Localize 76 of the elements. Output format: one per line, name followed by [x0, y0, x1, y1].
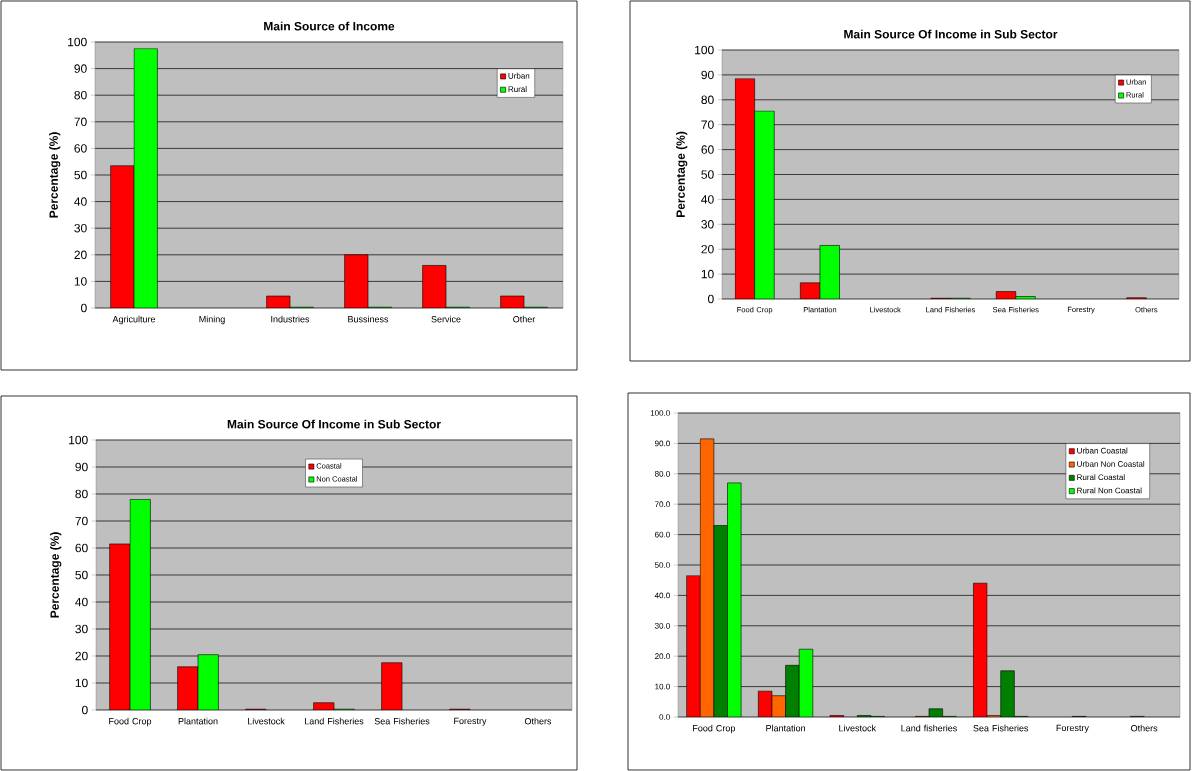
y-tick-label: 70	[74, 117, 87, 127]
legend-label: Urban Coastal	[1077, 447, 1128, 454]
y-tick-label: 30	[75, 624, 88, 634]
x-tick-label: Forestry	[1056, 724, 1089, 733]
y-tick-label: 10	[701, 269, 714, 279]
x-tick-label: Others	[524, 717, 552, 725]
legend-label: Rural Non Coastal	[1077, 487, 1142, 494]
x-tick-label: Agriculture	[112, 315, 156, 325]
y-tick-label: 10.0	[655, 683, 670, 690]
x-tick-label: Mining	[199, 315, 225, 325]
x-tick-label: Livestock	[247, 717, 285, 725]
y-tick-label: 40	[74, 197, 87, 206]
y-tick-label: 80.0	[654, 470, 670, 477]
y-tick-label: 90	[701, 70, 714, 80]
y-tick-label: 0	[82, 705, 88, 715]
y-tick-label: 100	[695, 45, 714, 55]
y-axis-title: Percentage (%)	[50, 532, 62, 618]
y-tick-label: 60	[701, 145, 714, 154]
y-tick-label: 50	[74, 170, 87, 180]
x-tick-label: Land Fisheries	[304, 717, 364, 725]
y-tick-label: 90	[74, 64, 87, 73]
y-tick-label: 100	[69, 435, 88, 445]
y-tick-label: 70.0	[655, 501, 670, 508]
chart-title: Main Source Of Income in Sub Sector	[227, 419, 441, 429]
x-tick-label: Livestock	[839, 724, 877, 732]
y-tick-label: 50.0	[654, 562, 670, 568]
x-tick-label: Sea Fisheries	[374, 717, 430, 725]
y-tick-label: 60	[75, 543, 88, 553]
y-tick-label: 50	[75, 570, 88, 580]
y-tick-label: 100.0	[650, 410, 670, 416]
y-tick-label: 40	[701, 195, 714, 204]
y-tick-label: 60.0	[655, 531, 670, 538]
x-tick-label: Industries	[271, 315, 310, 323]
x-tick-label: Service	[431, 315, 461, 323]
y-axis-title: Percentage (%)	[49, 132, 61, 218]
legend-label: Rural Coastal	[1077, 474, 1125, 481]
y-axis-title: Percentage (%)	[676, 131, 688, 218]
x-tick-label: Others	[1131, 724, 1158, 732]
x-tick-label: Forestry	[454, 717, 487, 726]
y-tick-label: 30	[701, 220, 714, 229]
y-tick-label: 30.0	[654, 622, 670, 629]
y-tick-label: 100	[68, 37, 87, 47]
y-tick-label: 60	[74, 144, 87, 153]
y-tick-label: 20	[74, 250, 87, 260]
x-tick-label: Plantation	[766, 724, 805, 732]
y-tick-label: 50	[701, 170, 714, 179]
y-tick-label: 80	[74, 90, 87, 100]
y-tick-label: 70	[701, 120, 714, 129]
y-tick-label: 10	[75, 678, 88, 688]
y-tick-label: 0	[81, 303, 87, 313]
y-tick-label: 20	[701, 244, 714, 254]
y-tick-label: 90	[75, 462, 88, 472]
y-tick-label: 10	[74, 277, 87, 286]
y-tick-label: 90.0	[655, 440, 670, 447]
y-tick-label: 0	[708, 294, 714, 304]
y-tick-label: 40.0	[654, 592, 670, 599]
y-tick-label: 20.0	[655, 653, 670, 660]
x-tick-label: Bussiness	[348, 315, 389, 323]
x-tick-label: Other	[513, 315, 536, 323]
legend-label: Urban	[508, 72, 530, 79]
x-tick-label: Sea Fisheries	[973, 724, 1029, 732]
y-tick-label: 80	[75, 489, 88, 499]
legend-label: Urban Non Coastal	[1077, 460, 1145, 467]
y-tick-label: 40	[75, 597, 88, 607]
y-tick-label: 70	[75, 516, 88, 526]
y-tick-label: 0.0	[659, 714, 670, 720]
x-tick-label: Food Crop	[109, 717, 152, 727]
legend-label: Rural	[508, 86, 527, 92]
chart-title: Main Source of Income	[264, 21, 395, 31]
x-tick-label: Plantation	[178, 717, 218, 725]
chart-title: Main Source Of Income in Sub Sector	[844, 29, 1058, 39]
y-tick-label: 30	[74, 223, 87, 233]
x-tick-label: Food Crop	[693, 724, 735, 734]
y-tick-label: 80	[701, 95, 714, 105]
y-tick-label: 20	[75, 651, 88, 661]
x-tick-label: Land fisheries	[901, 724, 957, 732]
